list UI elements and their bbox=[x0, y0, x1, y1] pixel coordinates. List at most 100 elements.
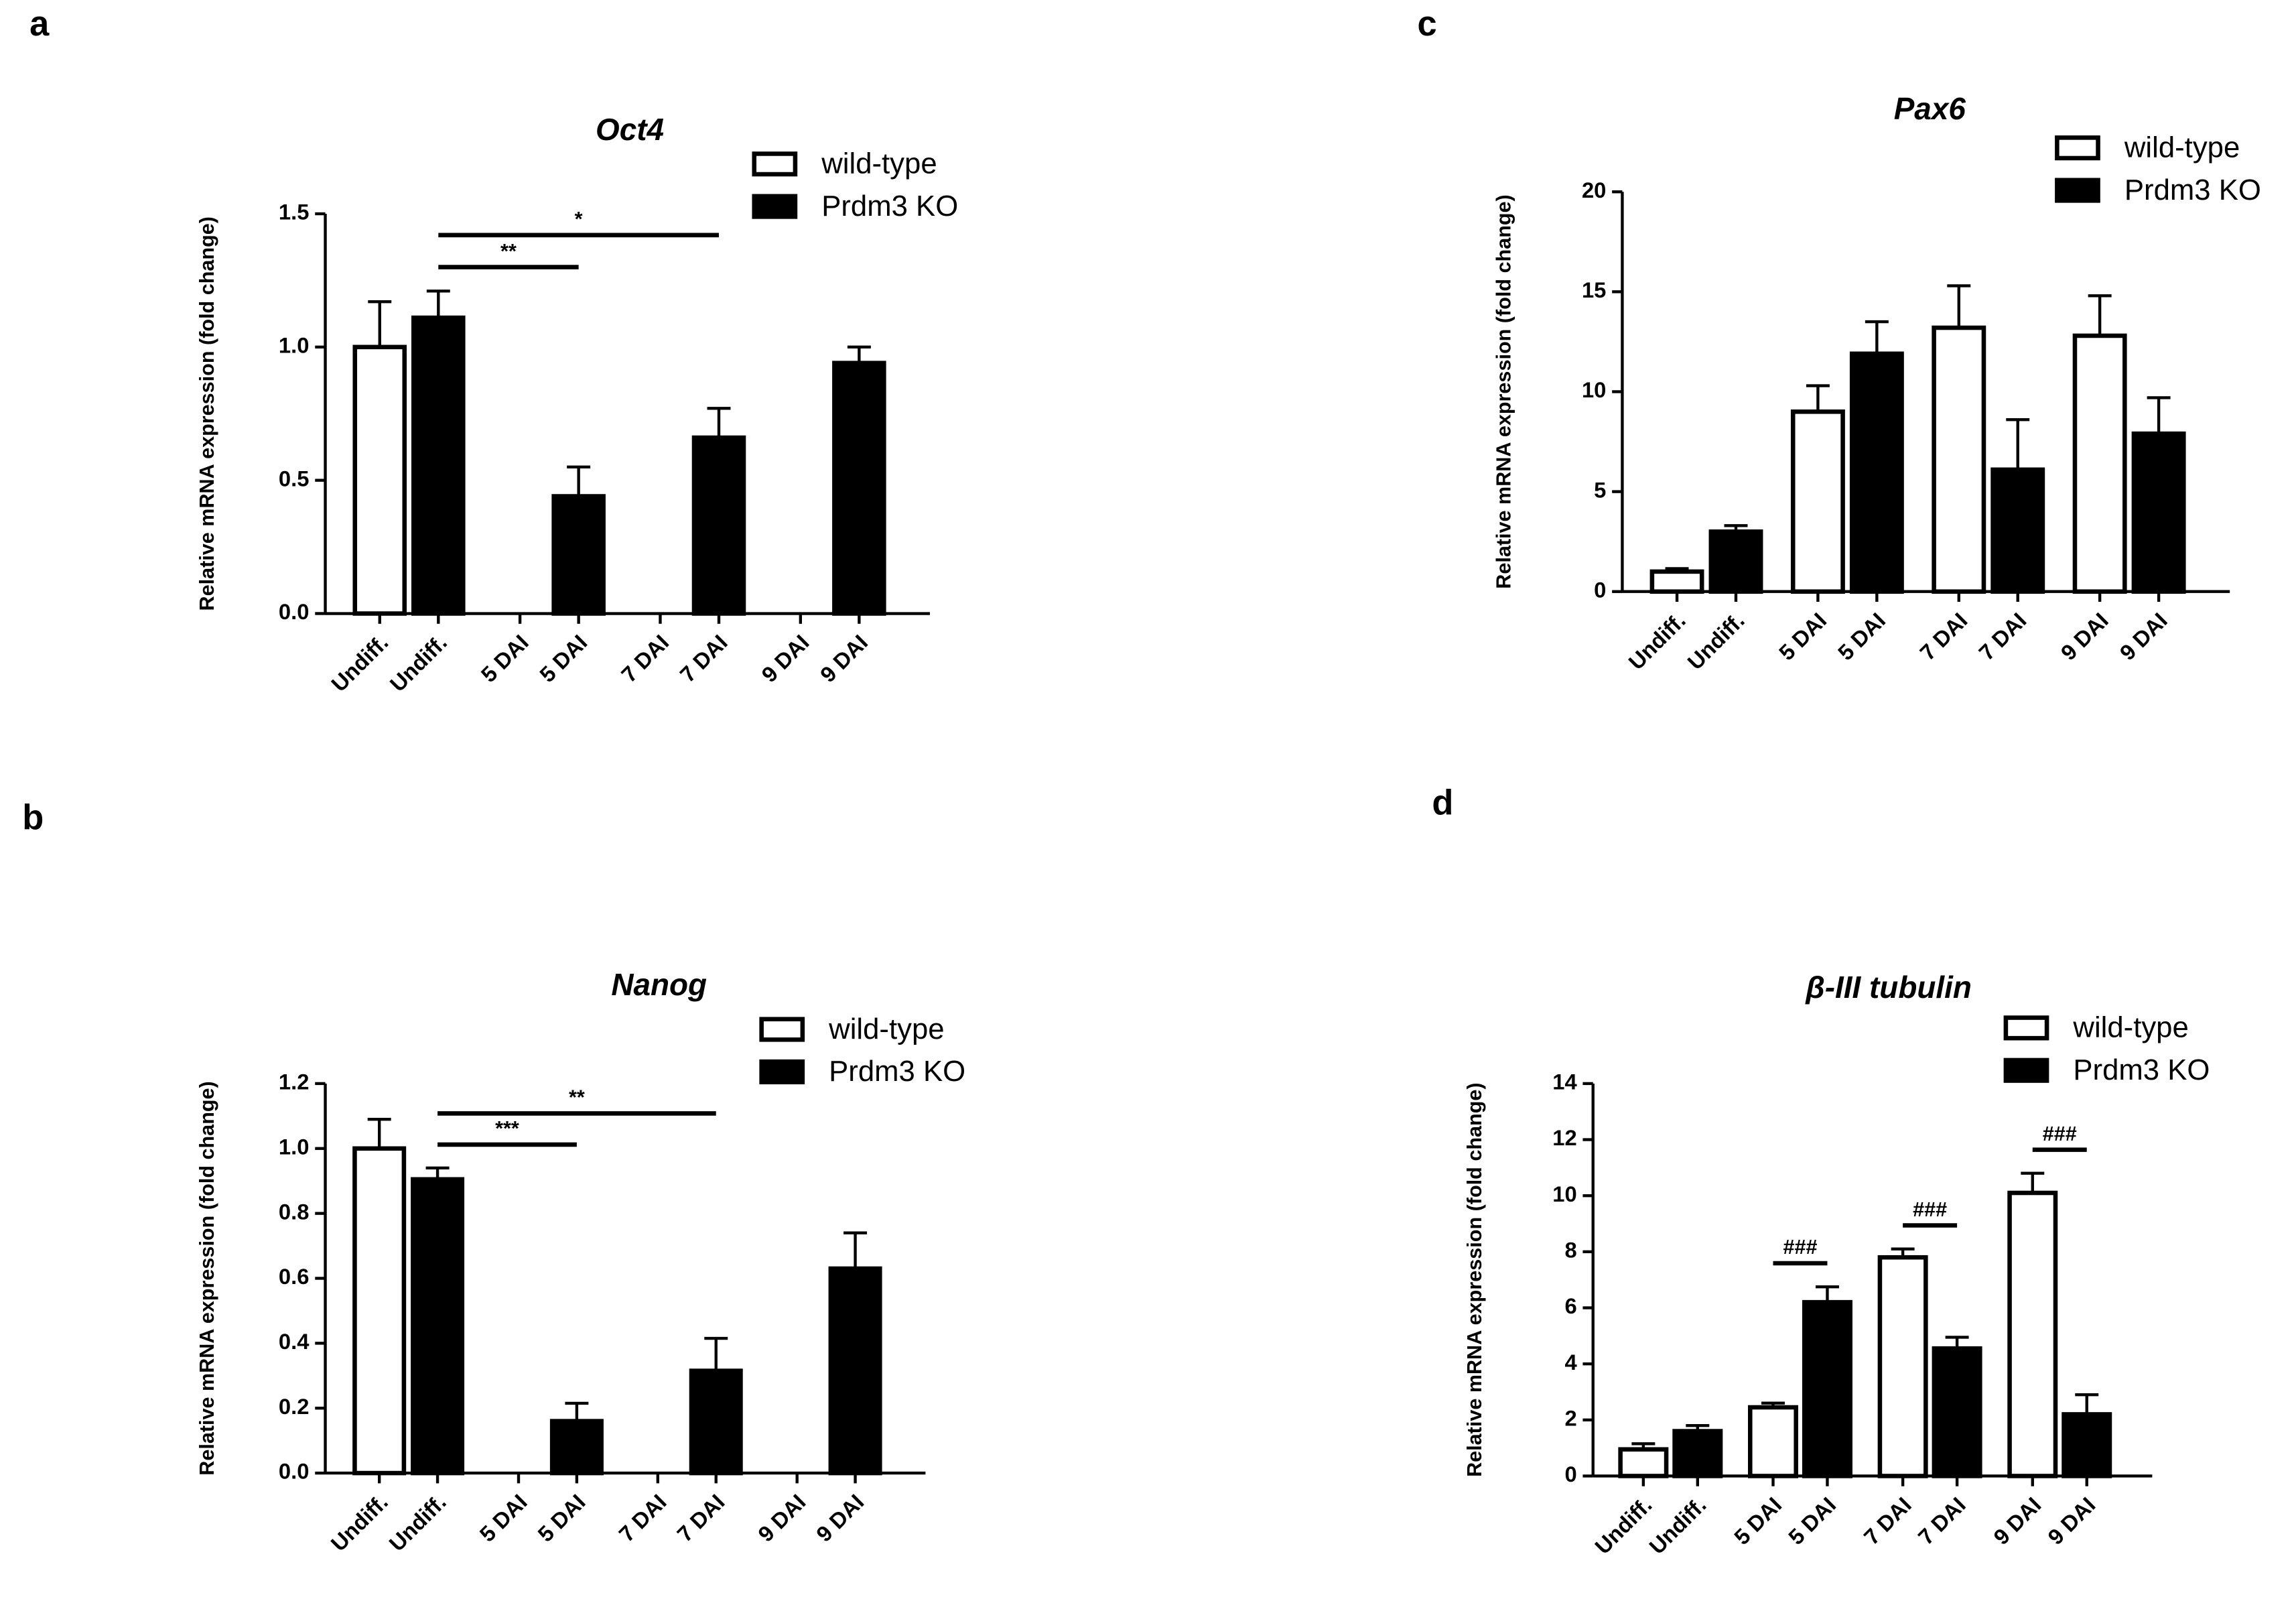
x-tick-label: 9 DAI bbox=[1988, 1492, 2045, 1549]
x-tick-label: 9 DAI bbox=[2115, 608, 2172, 665]
bar bbox=[2131, 431, 2186, 594]
bar bbox=[1932, 325, 1986, 594]
panel-label: a bbox=[29, 5, 50, 44]
x-tick-label: 5 DAI bbox=[1833, 608, 1890, 665]
x-tick-label: 9 DAI bbox=[815, 630, 872, 687]
y-tick-label: 0.5 bbox=[279, 466, 310, 491]
y-tick-label: 0.2 bbox=[279, 1394, 310, 1419]
bar bbox=[1672, 1429, 1723, 1478]
chart-title: Nanog bbox=[611, 967, 707, 1002]
y-tick-label: 12 bbox=[1552, 1125, 1576, 1150]
bar bbox=[1618, 1447, 1669, 1478]
y-tick-label: 1.5 bbox=[279, 200, 310, 225]
y-tick-label: 1.2 bbox=[279, 1070, 310, 1094]
legend-swatch bbox=[2003, 1015, 2049, 1041]
x-tick-label: 7 DAI bbox=[1915, 608, 1972, 665]
x-tick-label: 9 DAI bbox=[2056, 608, 2113, 665]
bar bbox=[691, 435, 746, 616]
y-tick-label: 0.0 bbox=[279, 1459, 310, 1484]
x-tick-label: Undiff. bbox=[1644, 1492, 1711, 1559]
y-tick-label: 0.0 bbox=[279, 599, 310, 624]
panel-label: c bbox=[1418, 5, 1437, 44]
y-tick-label: 0.6 bbox=[279, 1264, 310, 1289]
bar bbox=[1990, 467, 2045, 594]
x-tick-label: 5 DAI bbox=[1783, 1492, 1840, 1549]
significance-label: ** bbox=[569, 1086, 585, 1109]
legend-label: Prdm3 KO bbox=[829, 1055, 965, 1088]
x-tick-label: 9 DAI bbox=[2043, 1492, 2100, 1549]
chart-title: Oct4 bbox=[596, 112, 664, 147]
legend-swatch bbox=[2003, 1058, 2049, 1083]
y-tick-label: 5 bbox=[1594, 477, 1606, 502]
x-tick-label: Undiff. bbox=[384, 1489, 451, 1556]
legend-swatch bbox=[752, 151, 798, 177]
chart-title: β-III tubulin bbox=[1805, 970, 1972, 1005]
x-tick-label: Undiff. bbox=[385, 630, 452, 697]
bar bbox=[689, 1368, 743, 1476]
y-tick-label: 0 bbox=[1594, 577, 1606, 602]
x-tick-label: 5 DAI bbox=[1729, 1492, 1786, 1549]
bar bbox=[1802, 1299, 1852, 1478]
x-tick-label: 7 DAI bbox=[614, 1489, 671, 1546]
y-tick-label: 14 bbox=[1552, 1070, 1577, 1094]
x-tick-label: 5 DAI bbox=[1774, 608, 1831, 665]
legend-swatch bbox=[2055, 178, 2100, 203]
legend-label: Prdm3 KO bbox=[2124, 174, 2261, 206]
bar bbox=[411, 315, 466, 616]
significance-label: ### bbox=[1913, 1198, 1947, 1221]
y-tick-label: 2 bbox=[1564, 1405, 1576, 1430]
y-axis-label: Relative mRNA expression (fold change) bbox=[1493, 194, 1515, 588]
x-tick-label: 7 DAI bbox=[1974, 608, 2031, 665]
y-axis-label: Relative mRNA expression (fold change) bbox=[1463, 1082, 1486, 1476]
x-tick-label: 7 DAI bbox=[616, 630, 673, 687]
y-tick-label: 1.0 bbox=[279, 1134, 310, 1159]
bar bbox=[411, 1177, 465, 1476]
x-tick-label: 7 DAI bbox=[675, 630, 732, 687]
y-tick-label: 15 bbox=[1582, 277, 1606, 302]
legend-label: wild-type bbox=[821, 147, 937, 180]
y-tick-label: 0.4 bbox=[279, 1329, 310, 1354]
legend-swatch bbox=[752, 194, 798, 219]
bar bbox=[1790, 409, 1845, 594]
x-tick-label: 5 DAI bbox=[533, 1489, 590, 1546]
significance-label: * bbox=[575, 208, 583, 231]
bar bbox=[1849, 351, 1904, 594]
y-axis-label: Relative mRNA expression (fold change) bbox=[196, 1081, 218, 1475]
significance-label: *** bbox=[495, 1117, 519, 1140]
x-tick-label: 9 DAI bbox=[811, 1489, 868, 1546]
x-tick-label: 7 DAI bbox=[672, 1489, 729, 1546]
bar bbox=[352, 1146, 407, 1476]
x-tick-label: 5 DAI bbox=[476, 630, 533, 687]
bar bbox=[352, 344, 407, 616]
bar bbox=[1877, 1255, 1928, 1478]
bar bbox=[2062, 1412, 2112, 1478]
y-tick-label: 6 bbox=[1564, 1293, 1576, 1318]
legend-swatch bbox=[2055, 135, 2100, 161]
significance-label: ** bbox=[500, 240, 517, 263]
y-tick-label: 4 bbox=[1564, 1350, 1577, 1374]
x-tick-label: Undiff. bbox=[1590, 1492, 1657, 1559]
significance-label: ### bbox=[2043, 1123, 2077, 1145]
bar bbox=[551, 494, 606, 616]
legend-swatch bbox=[759, 1059, 805, 1084]
y-tick-label: 1.0 bbox=[279, 332, 310, 357]
significance-label: ### bbox=[1783, 1236, 1817, 1259]
panel-label: b bbox=[22, 798, 44, 837]
bar bbox=[1932, 1346, 1982, 1478]
y-tick-label: 10 bbox=[1582, 377, 1606, 402]
y-tick-label: 0.8 bbox=[279, 1199, 310, 1224]
bar bbox=[549, 1419, 604, 1476]
bar bbox=[828, 1266, 882, 1476]
y-tick-label: 8 bbox=[1564, 1238, 1576, 1263]
legend-label: Prdm3 KO bbox=[821, 190, 958, 222]
x-tick-label: 5 DAI bbox=[474, 1489, 531, 1546]
y-tick-label: 0 bbox=[1564, 1462, 1576, 1486]
x-tick-label: Undiff. bbox=[1682, 608, 1749, 675]
bar bbox=[1649, 569, 1704, 594]
bar bbox=[2007, 1190, 2058, 1478]
x-tick-label: 7 DAI bbox=[1913, 1492, 1970, 1549]
legend-label: Prdm3 KO bbox=[2073, 1053, 2210, 1086]
panel-label: d bbox=[1432, 784, 1453, 823]
bar bbox=[1708, 529, 1763, 594]
